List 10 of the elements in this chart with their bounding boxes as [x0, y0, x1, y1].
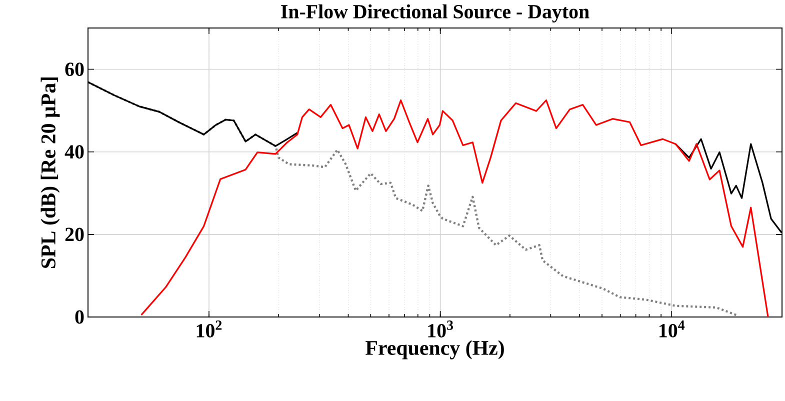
y-tick-label: 0	[75, 310, 84, 324]
x-tick-label: 10$^{2}$	[196, 320, 222, 338]
x-tick-label: 10$^{3}$	[428, 320, 454, 338]
y-tick-label: 60	[65, 62, 84, 76]
y-tick-label: 40	[64, 145, 84, 159]
y-tick-label: 20	[65, 228, 84, 242]
y-axis-title: SPL (dB) [Re 20 μPa]	[40, 77, 60, 268]
x-tick-label: 10$^{4}$	[660, 320, 685, 338]
chart-title: In-Flow Directional Source - Dayton	[281, 4, 590, 22]
x-axis-title: Frequency (Hz)	[366, 340, 504, 360]
